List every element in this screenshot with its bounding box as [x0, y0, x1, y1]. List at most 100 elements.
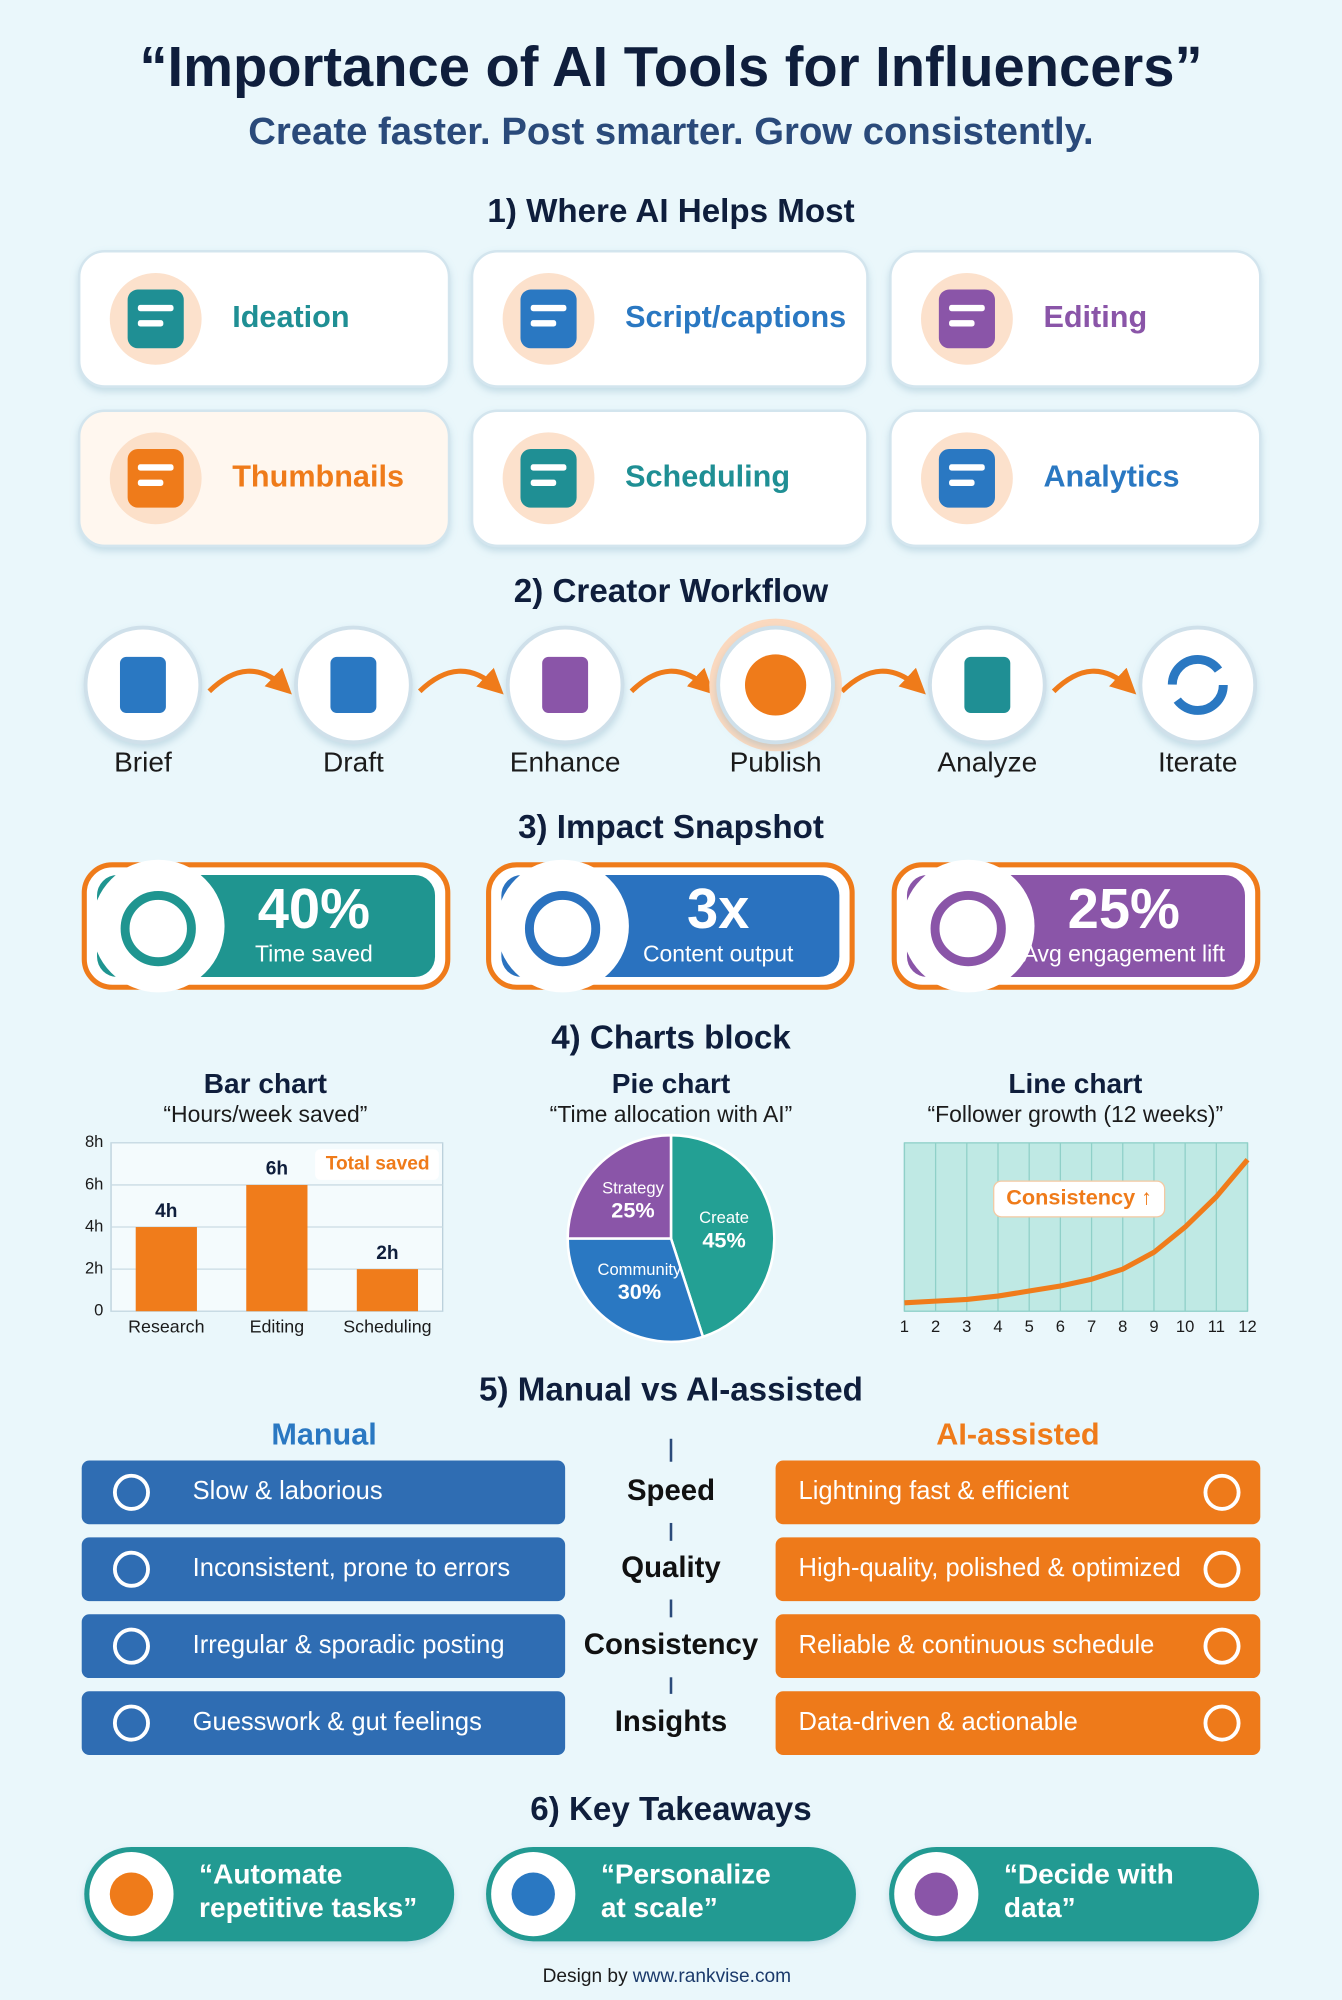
x-tick-label: 11	[1208, 1317, 1225, 1336]
icon-detail	[137, 320, 164, 327]
x-tick-label: Research	[128, 1317, 204, 1337]
x-tick-label: 9	[1149, 1317, 1158, 1336]
icon-detail	[530, 479, 557, 486]
impact-icon	[930, 890, 1006, 967]
manual-text: Inconsistent, prone to errors	[193, 1554, 511, 1582]
flow-arrow	[1051, 667, 1137, 695]
icon	[127, 448, 184, 508]
ai-bar	[775, 1537, 1261, 1602]
subtitle: Create faster. Post smarter. Grow consis…	[248, 110, 1093, 153]
y-tick-label: 0	[94, 1301, 103, 1320]
pie-label: Community	[597, 1260, 682, 1279]
card-label: Ideation	[232, 300, 349, 334]
compare-heading: AI-assisted	[936, 1417, 1099, 1451]
impact-label: Time saved	[255, 940, 373, 966]
section-title: 4) Charts block	[551, 1019, 791, 1056]
flow-arrow	[417, 667, 504, 695]
impact-value: 3x	[687, 877, 749, 940]
pie-slice	[566, 1133, 673, 1240]
ai-bar	[775, 1460, 1261, 1525]
takeaway-text: “Automate	[199, 1859, 342, 1890]
card-label: Thumbnails	[232, 459, 404, 493]
icon	[520, 289, 577, 349]
manual-bar	[81, 1691, 566, 1755]
step-label: Publish	[730, 746, 822, 777]
ai-icon	[1203, 1473, 1241, 1511]
bar	[246, 1184, 308, 1312]
annotation: Consistency ↑	[1006, 1185, 1152, 1210]
takeaway-icon	[914, 1872, 958, 1916]
icon-detail	[949, 464, 985, 471]
ai-text: Data-driven & actionable	[799, 1708, 1078, 1736]
impact-label: Avg engagement lift	[1023, 940, 1226, 966]
icon-detail	[949, 320, 975, 327]
ai-icon	[1203, 1550, 1241, 1588]
annotation-box	[315, 1149, 439, 1180]
manual-text: Irregular & sporadic posting	[193, 1631, 505, 1659]
manual-icon	[112, 1627, 150, 1665]
takeaway-text: “Decide with	[1004, 1859, 1174, 1890]
icon-detail	[137, 304, 174, 312]
footer-prefix: Design by	[543, 1966, 628, 1987]
pie-label: Strategy	[602, 1178, 664, 1197]
x-tick-label: 10	[1176, 1317, 1194, 1336]
impact-value: 25%	[1068, 877, 1180, 940]
pie-value-label: 25%	[611, 1198, 654, 1223]
ai-text: Reliable & continuous schedule	[799, 1631, 1155, 1659]
takeaway-text: at scale”	[601, 1892, 718, 1923]
aspect: Quality	[621, 1551, 721, 1584]
chart-subtitle: “Follower growth (12 weeks)”	[927, 1101, 1223, 1127]
bar	[356, 1269, 419, 1312]
pie-slice	[566, 1237, 705, 1344]
icon	[127, 289, 184, 349]
impact-icon-bg	[901, 859, 1035, 993]
pie-value-label: 45%	[702, 1227, 745, 1252]
flow-arrow	[840, 667, 926, 695]
step-label: Analyze	[937, 746, 1037, 777]
x-tick-label: 7	[1087, 1317, 1096, 1336]
icon	[744, 654, 807, 716]
step-label: Enhance	[510, 746, 621, 777]
manual-text: Guesswork & gut feelings	[193, 1708, 482, 1736]
ai-text: High-quality, polished & optimized	[799, 1554, 1181, 1582]
manual-bar	[81, 1614, 566, 1679]
icon	[938, 448, 995, 508]
step-circle	[1138, 625, 1258, 745]
aspect: Insights	[615, 1705, 727, 1738]
manual-bar	[81, 1460, 566, 1525]
takeaway-pill	[889, 1846, 1260, 1942]
section-title: 3) Impact Snapshot	[518, 809, 824, 846]
annotation-box	[993, 1180, 1166, 1218]
y-tick-label: 4h	[85, 1216, 103, 1235]
x-tick-label: Scheduling	[343, 1317, 431, 1337]
flow-arrow	[629, 667, 715, 695]
bar-value-label: 2h	[376, 1243, 398, 1264]
aspect: Speed	[627, 1474, 715, 1507]
manual-text: Slow & laborious	[193, 1477, 383, 1505]
bar-value-label: 6h	[266, 1159, 288, 1180]
icon-detail	[949, 304, 985, 312]
section-title: 6) Key Takeaways	[530, 1791, 811, 1828]
compare-heading: Manual	[271, 1417, 376, 1451]
x-tick-label: 8	[1118, 1317, 1127, 1336]
y-tick-label: 2h	[85, 1259, 103, 1278]
pie-slice	[669, 1133, 776, 1339]
chart-title: Line chart	[1008, 1068, 1142, 1099]
x-tick-label: 12	[1238, 1317, 1256, 1336]
icon-detail	[137, 464, 174, 471]
takeaway-text: data”	[1004, 1892, 1076, 1923]
icon	[964, 656, 1011, 714]
icon	[330, 656, 377, 714]
x-tick-label: 2	[931, 1317, 940, 1336]
x-tick-label: 3	[962, 1317, 971, 1336]
ai-icon	[1203, 1627, 1241, 1665]
impact-icon	[524, 890, 601, 967]
ai-bar	[775, 1614, 1261, 1679]
plot-area	[903, 1142, 1249, 1312]
takeaway-text: “Personalize	[601, 1859, 771, 1890]
impact-value: 40%	[258, 877, 370, 940]
bar-value-label: 4h	[155, 1201, 177, 1222]
y-tick-label: 6h	[85, 1174, 103, 1193]
icon-detail	[949, 479, 975, 486]
